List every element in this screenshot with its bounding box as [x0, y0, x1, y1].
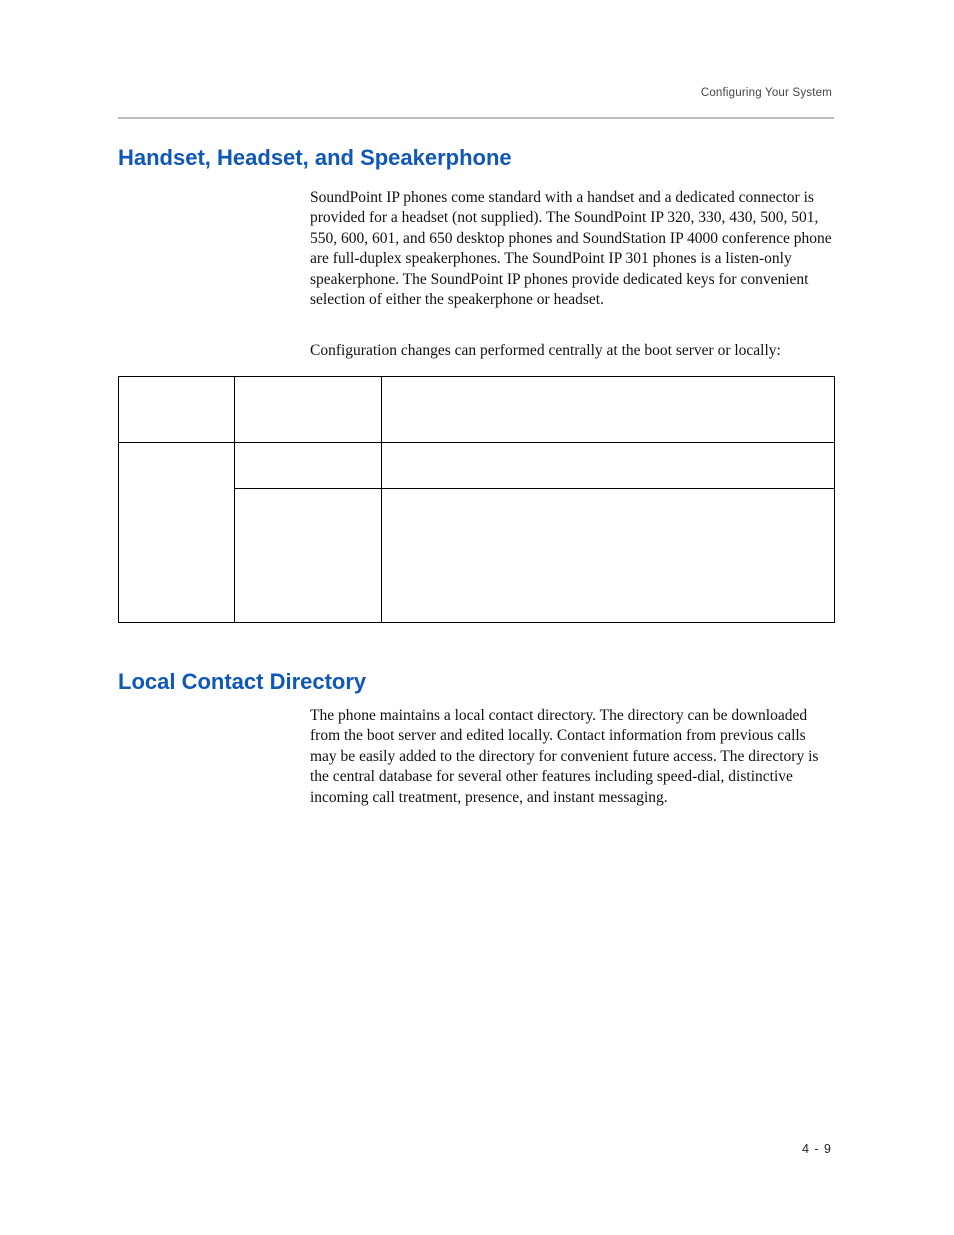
table-cell	[235, 443, 382, 489]
table-row	[119, 443, 835, 489]
table-cell	[235, 489, 382, 623]
table-cell	[235, 377, 382, 443]
running-head: Configuring Your System	[701, 87, 832, 99]
section1-paragraph-1: SoundPoint IP phones come standard with …	[310, 188, 834, 311]
config-table	[118, 376, 835, 623]
table-row	[119, 377, 835, 443]
section1-paragraph-2: Configuration changes can performed cent…	[310, 341, 834, 361]
table-cell	[119, 443, 235, 623]
page: Configuring Your System Handset, Headset…	[0, 0, 954, 1235]
section-heading-local-contact-directory: Local Contact Directory	[118, 669, 366, 695]
table-cell	[119, 377, 235, 443]
section-heading-handset: Handset, Headset, and Speakerphone	[118, 145, 512, 171]
section2-paragraph-1: The phone maintains a local contact dire…	[310, 706, 834, 808]
page-number: 4 - 9	[802, 1142, 832, 1156]
table-cell	[382, 489, 835, 623]
header-rule	[118, 117, 834, 119]
table-cell	[382, 377, 835, 443]
table-cell	[382, 443, 835, 489]
